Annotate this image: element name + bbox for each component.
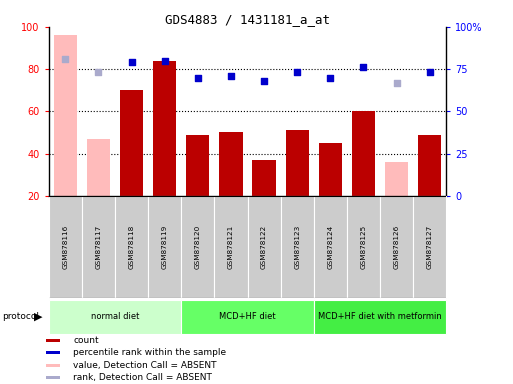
Bar	[314, 300, 446, 334]
Bar	[186, 135, 209, 196]
Point	[293, 70, 301, 76]
Bar	[46, 351, 60, 354]
Bar	[286, 131, 309, 196]
Text: MCD+HF diet: MCD+HF diet	[219, 312, 276, 321]
Text: GSM878121: GSM878121	[228, 225, 234, 269]
Bar	[385, 162, 408, 196]
Bar	[54, 35, 77, 196]
Bar	[347, 196, 380, 298]
Bar	[220, 132, 243, 196]
Bar	[281, 196, 314, 298]
Point	[227, 73, 235, 79]
Text: GSM878119: GSM878119	[162, 225, 168, 269]
Bar	[120, 90, 143, 196]
Bar	[418, 135, 441, 196]
Text: GSM878116: GSM878116	[62, 225, 68, 269]
Bar	[181, 300, 314, 334]
Title: GDS4883 / 1431181_a_at: GDS4883 / 1431181_a_at	[165, 13, 330, 26]
Bar	[87, 139, 110, 196]
Bar	[380, 196, 413, 298]
Text: protocol: protocol	[3, 312, 40, 321]
Bar	[115, 196, 148, 298]
Bar	[153, 61, 176, 196]
Text: GSM878123: GSM878123	[294, 225, 300, 269]
Bar	[247, 196, 281, 298]
Text: GSM878126: GSM878126	[393, 225, 400, 269]
Point	[392, 79, 401, 86]
Text: GSM878118: GSM878118	[129, 225, 134, 269]
Bar	[352, 111, 375, 196]
Point	[161, 58, 169, 64]
Point	[61, 56, 69, 62]
Text: value, Detection Call = ABSENT: value, Detection Call = ABSENT	[73, 361, 217, 370]
Bar	[46, 364, 60, 367]
Text: rank, Detection Call = ABSENT: rank, Detection Call = ABSENT	[73, 373, 212, 382]
Point	[326, 74, 334, 81]
Bar	[214, 196, 247, 298]
Point	[426, 70, 434, 76]
Bar	[46, 339, 60, 342]
Text: percentile rank within the sample: percentile rank within the sample	[73, 348, 226, 357]
Text: ▶: ▶	[34, 312, 43, 322]
Text: GSM878122: GSM878122	[261, 225, 267, 269]
Text: GSM878117: GSM878117	[95, 225, 102, 269]
Text: GSM878124: GSM878124	[327, 225, 333, 269]
Bar	[413, 196, 446, 298]
Point	[94, 70, 103, 76]
Bar	[252, 160, 275, 196]
Text: GSM878120: GSM878120	[195, 225, 201, 269]
Bar	[314, 196, 347, 298]
Text: GSM878127: GSM878127	[427, 225, 433, 269]
Text: count: count	[73, 336, 99, 345]
Point	[260, 78, 268, 84]
Bar	[319, 143, 342, 196]
Bar	[49, 196, 82, 298]
Text: normal diet: normal diet	[91, 312, 139, 321]
Bar	[148, 196, 181, 298]
Point	[360, 65, 368, 71]
Bar	[49, 300, 181, 334]
Text: MCD+HF diet with metformin: MCD+HF diet with metformin	[318, 312, 442, 321]
Bar	[46, 376, 60, 379]
Bar	[181, 196, 214, 298]
Bar	[82, 196, 115, 298]
Point	[127, 59, 135, 65]
Point	[194, 74, 202, 81]
Text: GSM878125: GSM878125	[361, 225, 366, 269]
